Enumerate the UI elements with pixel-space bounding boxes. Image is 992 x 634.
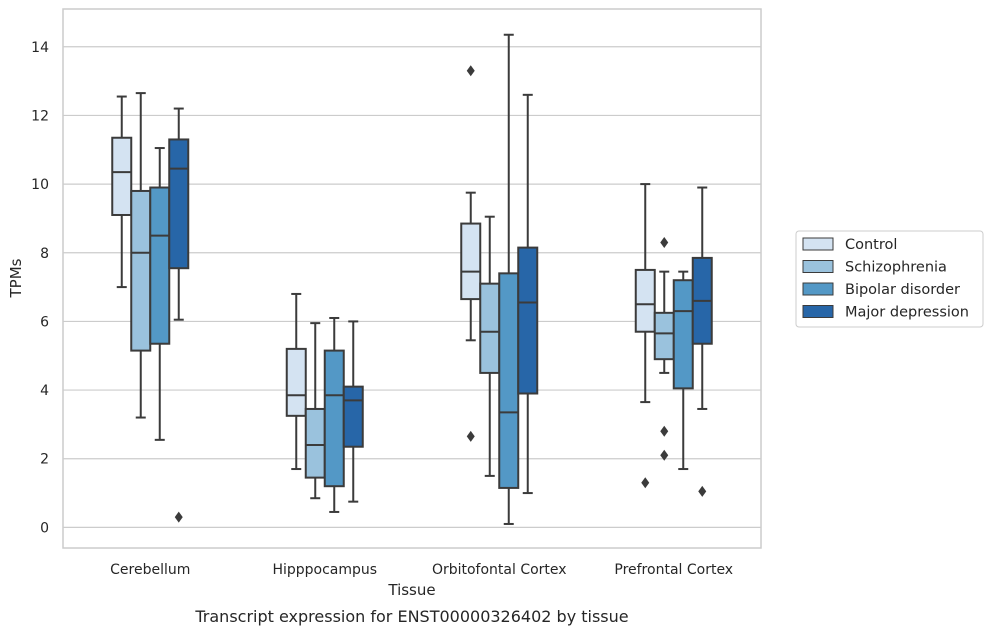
box-group bbox=[323, 316, 345, 513]
box bbox=[304, 407, 326, 479]
legend-label: Control bbox=[845, 237, 897, 253]
box bbox=[672, 279, 694, 390]
box bbox=[498, 272, 520, 489]
x-tick-label: Orbitofontal Cortex bbox=[432, 562, 567, 578]
box-group bbox=[672, 270, 694, 471]
legend-swatch bbox=[802, 282, 834, 296]
box bbox=[149, 186, 171, 345]
y-tick-label: 6 bbox=[40, 314, 49, 330]
box-group bbox=[691, 186, 713, 497]
box-group bbox=[304, 322, 326, 500]
outlier-point bbox=[466, 65, 475, 77]
y-tick-label: 10 bbox=[31, 177, 49, 193]
outlier-point bbox=[174, 511, 183, 523]
box-group bbox=[130, 92, 152, 419]
box-group bbox=[285, 292, 307, 471]
box-group bbox=[460, 65, 482, 442]
legend-swatch bbox=[802, 260, 834, 273]
outlier-point bbox=[698, 485, 707, 497]
plot-frame bbox=[62, 8, 762, 549]
outlier-point bbox=[660, 449, 669, 461]
legend-swatch bbox=[802, 305, 834, 318]
box bbox=[653, 311, 675, 361]
legend-label: Schizophrenia bbox=[845, 260, 947, 276]
chart-caption: Transcript expression for ENST0000032640… bbox=[194, 607, 628, 626]
box-series bbox=[111, 33, 713, 525]
box-group bbox=[149, 147, 171, 441]
x-tick-label: Cerebellum bbox=[110, 562, 190, 578]
legend: Control Schizophrenia Bipolar disorder Majo… bbox=[795, 230, 984, 328]
box-group bbox=[479, 215, 501, 477]
y-tick-label: 8 bbox=[40, 246, 49, 262]
box bbox=[323, 349, 345, 488]
outlier-point bbox=[660, 236, 669, 248]
legend-swatch bbox=[802, 237, 834, 251]
x-tick-label: Prefrontal Cortex bbox=[614, 562, 733, 578]
legend-frame bbox=[795, 230, 984, 328]
box-group bbox=[517, 93, 539, 495]
box bbox=[342, 385, 364, 448]
box bbox=[460, 222, 482, 301]
y-axis-label: TPMs bbox=[7, 258, 25, 298]
box bbox=[111, 136, 133, 216]
y-tick-label: 12 bbox=[31, 108, 49, 124]
x-tick-label: Hipppocampus bbox=[272, 562, 377, 578]
box-group bbox=[342, 320, 364, 503]
box-group bbox=[168, 107, 190, 523]
box bbox=[479, 282, 501, 374]
outlier-point bbox=[660, 425, 669, 437]
box bbox=[168, 138, 190, 270]
box-group bbox=[111, 95, 133, 289]
x-axis-ticks: Cerebellum Hipppocampus Orbitofontal Corte… bbox=[110, 562, 733, 578]
box bbox=[517, 246, 539, 395]
box bbox=[634, 268, 656, 333]
x-axis-label: Tissue bbox=[387, 581, 435, 599]
box bbox=[285, 347, 307, 417]
y-tick-label: 4 bbox=[40, 383, 49, 399]
legend-label: Major depression bbox=[845, 305, 969, 321]
outlier-point bbox=[641, 477, 650, 489]
y-tick-label: 14 bbox=[31, 40, 49, 56]
y-tick-label: 2 bbox=[40, 452, 49, 468]
box-group bbox=[498, 33, 520, 525]
y-axis-ticks: 0 2 4 6 8 10 12 14 bbox=[31, 40, 49, 537]
y-tick-label: 0 bbox=[40, 520, 49, 536]
box-group bbox=[653, 236, 675, 461]
legend-label: Bipolar disorder bbox=[845, 282, 960, 298]
box-group bbox=[634, 183, 656, 489]
box bbox=[130, 189, 152, 352]
outlier-point bbox=[466, 430, 475, 442]
